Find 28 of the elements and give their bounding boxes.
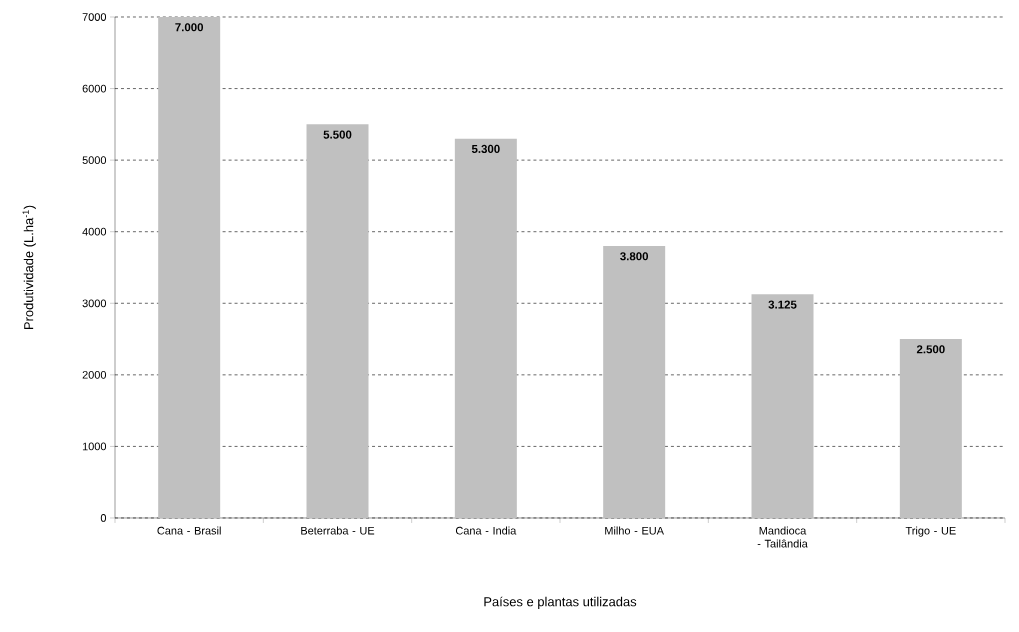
y-tick-label: 0 (100, 514, 107, 522)
data-label: 3.125 (768, 300, 797, 309)
bar (158, 16, 221, 518)
bar (306, 124, 369, 518)
x-tick-label: Cana - Brasil (157, 526, 221, 535)
y-tick-label: 5000 (82, 156, 107, 165)
bar (603, 246, 666, 518)
y-tick-label: 1000 (82, 442, 107, 451)
data-label: 3.800 (620, 252, 649, 261)
x-tick-label: Milho - EUA (605, 526, 664, 535)
x-tick-label: Cana - India (455, 526, 517, 535)
x-tick-label: Beterraba - UE (301, 526, 375, 535)
y-axis-title: Produtividade (L.ha$^{-1}$) (22, 205, 36, 330)
data-label: 5.300 (471, 144, 500, 153)
data-label: 2.500 (916, 345, 945, 354)
bar (899, 339, 962, 518)
data-label: 5.500 (323, 130, 352, 139)
x-tick-label: Trigo - UE (905, 526, 956, 537)
y-tick-label: 7000 (82, 13, 107, 21)
y-tick-label: 2000 (82, 370, 107, 379)
data-label: 7.000 (175, 23, 204, 32)
y-tick-label: 3000 (82, 299, 107, 308)
x-tick-label: Mandioca - Tailândia (757, 526, 808, 548)
bar (751, 294, 814, 518)
bar (454, 138, 517, 518)
x-axis-title: Países e plantas utilizadas (484, 596, 637, 609)
y-tick-label: 4000 (82, 227, 107, 236)
y-tick-label: 6000 (82, 84, 107, 93)
